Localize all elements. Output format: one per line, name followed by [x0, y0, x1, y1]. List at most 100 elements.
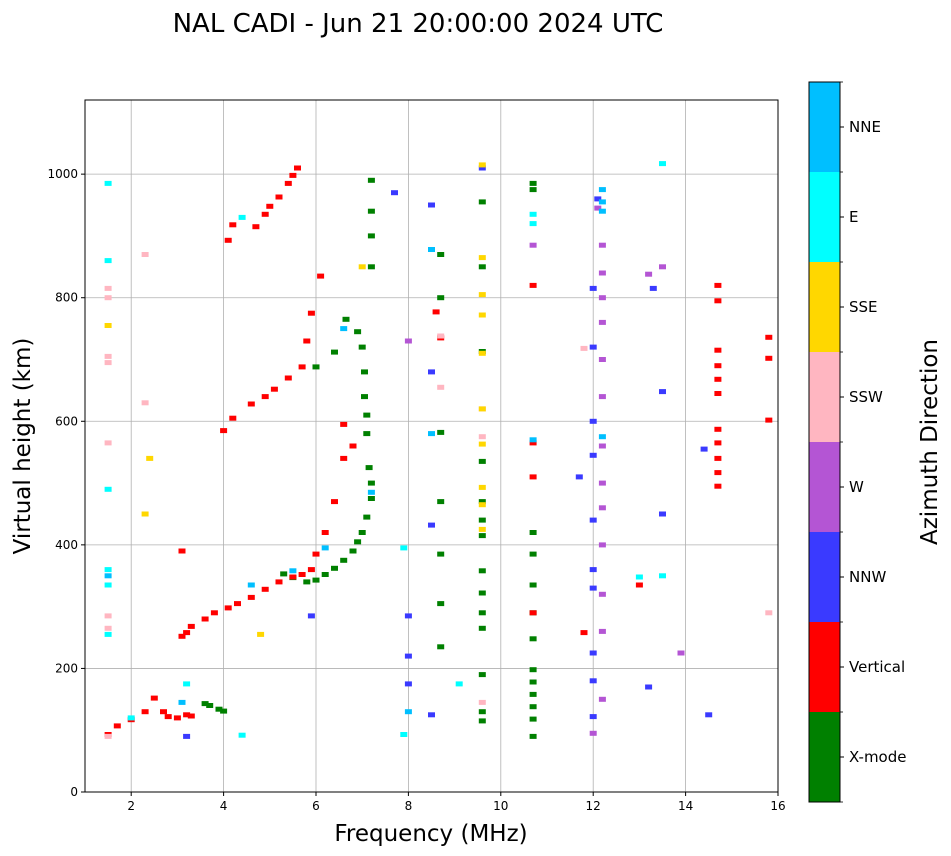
data-point — [363, 412, 371, 418]
data-point — [358, 344, 366, 350]
data-point — [104, 295, 112, 301]
data-point — [589, 567, 597, 573]
data-point — [529, 437, 537, 443]
data-point — [104, 733, 112, 739]
data-point — [261, 586, 269, 592]
data-point — [104, 258, 112, 264]
data-point — [312, 577, 320, 583]
data-point — [478, 264, 486, 270]
data-point — [289, 574, 297, 580]
data-point — [173, 715, 181, 721]
data-point — [714, 483, 722, 489]
data-point — [361, 369, 368, 375]
data-point — [229, 415, 237, 421]
data-point — [298, 572, 306, 577]
data-point — [224, 605, 232, 611]
data-point — [635, 574, 643, 580]
data-point — [589, 344, 597, 350]
data-point — [598, 434, 606, 440]
data-point — [529, 610, 537, 616]
data-point — [358, 530, 366, 535]
data-point — [437, 601, 445, 607]
data-point — [349, 443, 357, 449]
data-point — [141, 511, 149, 517]
data-point — [580, 630, 588, 636]
series-nnw — [183, 165, 713, 739]
data-point — [270, 386, 278, 392]
data-point — [589, 585, 597, 591]
data-point — [478, 672, 486, 678]
data-point — [298, 364, 306, 370]
y-tick-label: 600 — [55, 414, 78, 428]
data-point — [275, 579, 283, 585]
y-axis-label: Virtual height (km) — [10, 338, 36, 555]
data-point — [178, 633, 186, 639]
data-point — [478, 709, 486, 715]
data-point — [365, 465, 373, 471]
data-point — [104, 613, 112, 619]
data-point — [714, 426, 722, 432]
data-point — [183, 712, 191, 718]
data-point — [437, 499, 445, 505]
data-point — [529, 636, 537, 642]
data-point — [589, 730, 597, 736]
data-point — [354, 539, 362, 545]
data-point — [714, 391, 722, 396]
data-point — [220, 428, 228, 434]
data-point — [478, 434, 486, 440]
data-point — [404, 681, 412, 687]
data-point — [104, 573, 112, 579]
data-point — [321, 572, 329, 577]
data-point — [367, 480, 375, 486]
data-point — [478, 610, 486, 616]
series-w — [404, 205, 685, 736]
data-point — [529, 551, 537, 557]
y-tick-label: 400 — [55, 538, 78, 552]
data-point — [363, 431, 371, 437]
data-point — [104, 631, 112, 637]
data-point — [141, 400, 149, 406]
data-point — [104, 360, 112, 366]
x-tick-label: 8 — [405, 799, 413, 813]
data-point — [428, 522, 435, 528]
data-point — [598, 199, 606, 205]
data-point — [104, 625, 112, 631]
colorbar-segment — [809, 262, 840, 352]
data-point — [478, 526, 486, 532]
data-point — [598, 319, 606, 325]
data-point — [529, 282, 537, 288]
data-point — [404, 653, 412, 659]
data-point — [187, 713, 195, 719]
data-point — [529, 242, 537, 248]
data-point — [206, 703, 214, 708]
data-point — [589, 650, 597, 656]
data-point — [183, 733, 191, 739]
data-point — [714, 363, 722, 369]
data-point — [478, 718, 486, 724]
colorbar-label: Azimuth Direction — [917, 339, 943, 545]
data-point — [645, 684, 653, 690]
x-axis-label: Frequency (MHz) — [334, 821, 527, 847]
data-point — [294, 165, 301, 171]
data-point — [141, 252, 149, 257]
data-point — [428, 369, 435, 375]
data-point — [104, 582, 112, 588]
data-point — [428, 202, 435, 208]
data-point — [765, 417, 773, 423]
data-point — [478, 458, 486, 464]
y-tick-label: 0 — [70, 785, 78, 799]
data-point — [428, 431, 435, 437]
data-point — [529, 187, 537, 193]
data-point — [659, 389, 666, 395]
x-tick-label: 12 — [586, 799, 601, 813]
colorbar-tick-label: Vertical — [849, 658, 905, 676]
data-point — [478, 533, 486, 539]
colorbar-frame — [808, 81, 841, 803]
data-point — [187, 623, 195, 629]
data-point — [247, 401, 255, 407]
data-point — [437, 384, 445, 390]
data-point — [367, 496, 375, 501]
data-point — [765, 334, 773, 340]
data-point — [164, 714, 172, 720]
